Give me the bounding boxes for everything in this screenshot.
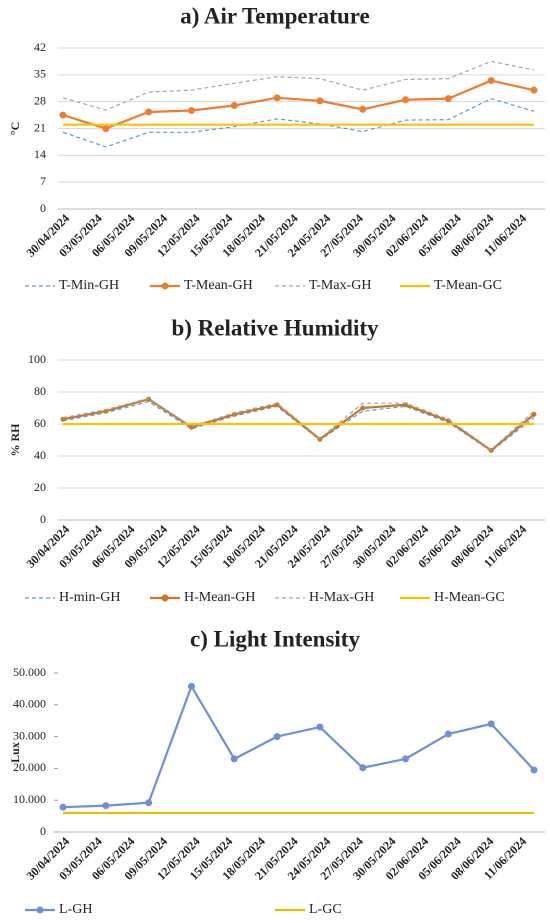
- y-tick-label: 100: [28, 352, 46, 366]
- legend-label: H-Mean-GC: [434, 590, 505, 605]
- y-tick-label: 60: [34, 416, 46, 430]
- chart-title: c) Light Intensity: [190, 626, 360, 651]
- data-point: [59, 111, 67, 119]
- data-point: [146, 396, 152, 402]
- y-tick-label: 21: [34, 120, 46, 134]
- y-axis-label: % RH: [8, 423, 22, 457]
- y-tick-label: 0: [40, 824, 46, 838]
- data-point: [230, 755, 238, 763]
- y-tick-label: 42: [34, 40, 46, 54]
- legend-label: L-GH: [59, 902, 92, 917]
- legend-label: H-min-GH: [59, 590, 120, 605]
- legend-marker: [161, 594, 169, 602]
- data-point: [102, 125, 110, 132]
- series-line: [62, 79, 535, 130]
- legend-label: T-Mean-GH: [184, 278, 253, 293]
- y-tick-label: 40: [34, 448, 46, 462]
- data-point: [273, 733, 281, 741]
- data-point: [487, 77, 495, 85]
- data-point: [145, 799, 153, 807]
- legend-label: T-Min-GH: [59, 278, 119, 293]
- y-tick-label: 30.000: [13, 728, 46, 742]
- legend-marker: [36, 906, 44, 914]
- y-tick-label: 28: [34, 93, 46, 107]
- y-tick-label: 20: [34, 480, 46, 494]
- data-point: [531, 411, 537, 417]
- data-point: [359, 105, 367, 113]
- data-point: [444, 95, 452, 103]
- y-axis-label: Lux: [8, 742, 22, 763]
- data-point: [187, 106, 195, 114]
- y-tick-label: 40.000: [13, 697, 46, 711]
- legend-label: H-Mean-GH: [184, 590, 256, 605]
- data-point: [402, 96, 410, 104]
- y-tick-label: 7: [40, 174, 46, 188]
- legend-label: T-Max-GH: [309, 278, 371, 293]
- data-point: [487, 720, 495, 728]
- legend-marker: [161, 282, 169, 290]
- series-line: [62, 683, 535, 809]
- data-point: [59, 803, 67, 811]
- series-line: [62, 60, 535, 111]
- chart-title: a) Air Temperature: [180, 3, 370, 28]
- data-point: [402, 755, 410, 763]
- data-point: [530, 766, 538, 774]
- series-line: [62, 400, 535, 452]
- y-tick-label: 10.000: [13, 792, 46, 806]
- data-point: [359, 764, 367, 772]
- data-point: [316, 97, 324, 105]
- data-point: [273, 94, 281, 102]
- data-point: [360, 405, 366, 411]
- data-point: [145, 108, 153, 116]
- y-tick-label: 35: [34, 67, 46, 81]
- y-tick-label: 80: [34, 384, 46, 398]
- y-tick-label: 50.000: [13, 665, 46, 679]
- data-point: [530, 86, 538, 94]
- y-tick-label: 0: [40, 512, 46, 526]
- data-point: [316, 723, 324, 731]
- legend-label: L-GC: [309, 902, 342, 917]
- data-point: [102, 802, 110, 810]
- data-point: [187, 682, 195, 690]
- series-line: [62, 97, 535, 148]
- y-tick-label: 14: [34, 147, 46, 161]
- y-tick-label: 0: [40, 201, 46, 215]
- data-point: [444, 730, 452, 738]
- series-line: [62, 398, 535, 452]
- y-tick-label: 20.000: [13, 760, 46, 774]
- y-axis-label: °C: [8, 122, 22, 135]
- chart-title: b) Relative Humidity: [172, 315, 379, 340]
- legend-label: H-Max-GH: [309, 590, 374, 605]
- data-point: [230, 102, 238, 109]
- legend-label: T-Mean-GC: [434, 278, 502, 293]
